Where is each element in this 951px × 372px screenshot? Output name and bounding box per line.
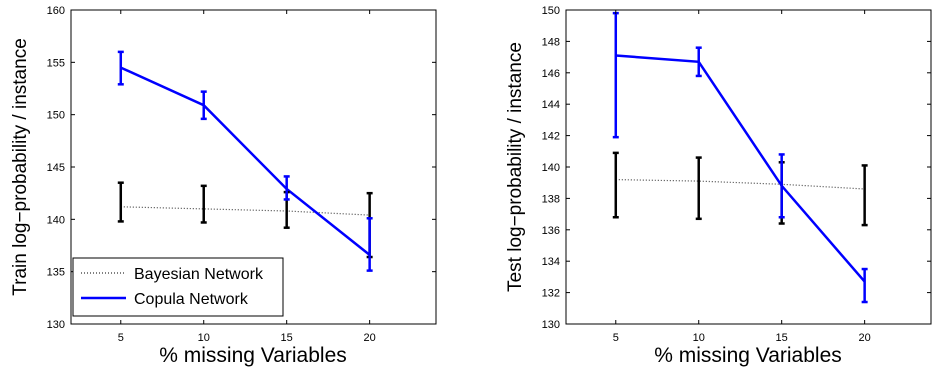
train-copula-network-line <box>120 66 371 256</box>
train-x-tick-label: 5 <box>118 332 124 344</box>
test-y-tick-label: 142 <box>542 131 560 143</box>
test-copula-network-error-bar <box>695 46 702 78</box>
train-y-tick-label: 160 <box>47 5 65 17</box>
test-y-tick-label: 146 <box>542 68 560 80</box>
test-copula-network-error-bar <box>861 267 868 304</box>
train-y-tick-label: 150 <box>47 110 65 122</box>
train-bayesian-network-error-bar <box>200 184 207 224</box>
train-y-tick-label: 140 <box>47 214 65 226</box>
test-bayesian-network-error-bar <box>612 151 619 219</box>
test-y-axis-title: Test log−probability / instance <box>505 42 526 292</box>
train-y-axis-title: Train log−probability / instance <box>10 38 31 296</box>
test-bayesian-network-line <box>615 179 865 190</box>
legend-label-bayesian-network: Bayesian Network <box>134 266 264 283</box>
test-y-tick-label: 150 <box>542 5 560 17</box>
train-x-tick-label: 20 <box>364 332 376 344</box>
train-copula-network-error-bar <box>117 50 124 86</box>
test-y-tick-label: 132 <box>542 288 560 300</box>
train-marks <box>117 50 373 272</box>
train-bayesian-network-line <box>120 206 370 216</box>
test-y-tick-label: 134 <box>542 256 560 268</box>
test-y-tick-label: 148 <box>542 36 560 48</box>
test-y-tick-label: 138 <box>542 193 560 205</box>
test-chart: 130 132 134 136 138 140 142 144 146 148 150 5 10 15 20… <box>505 5 932 367</box>
test-x-tick-label: 10 <box>693 332 705 344</box>
test-marks <box>612 11 868 304</box>
test-y-tick-label: 136 <box>542 225 560 237</box>
test-x-tick-label: 5 <box>613 332 619 344</box>
train-x-tick-label: 15 <box>281 332 293 344</box>
train-copula-network-error-bar <box>366 217 373 272</box>
test-y-tick-label: 130 <box>542 319 560 331</box>
test-bayesian-network-error-bar <box>695 156 702 221</box>
test-plot-area <box>565 9 932 325</box>
train-ticks: 130 135 140 145 150 155 160 5 10 15 20 <box>47 5 436 344</box>
test-x-tick-label: 20 <box>859 332 871 344</box>
test-copula-network-line <box>615 54 866 283</box>
train-chart: 130 135 140 145 150 155 160 5 10 15 20 Train log−p… <box>10 5 437 367</box>
train-y-tick-label: 130 <box>47 319 65 331</box>
test-y-tick-label: 144 <box>542 99 560 111</box>
test-x-tick-label: 15 <box>776 332 788 344</box>
train-bayesian-network-error-bar <box>117 181 124 223</box>
train-copula-network-error-bar <box>200 90 207 121</box>
train-x-axis-title: % missing Variables <box>159 344 347 367</box>
test-ticks: 130 132 134 136 138 140 142 144 146 148 150 5 10 15 20 <box>542 5 931 344</box>
train-y-tick-label: 135 <box>47 267 65 279</box>
train-y-tick-label: 155 <box>47 57 65 69</box>
train-copula-network-error-bar <box>283 175 290 201</box>
test-bayesian-network-error-bar <box>861 164 868 227</box>
test-copula-network-error-bar <box>778 153 785 219</box>
test-y-tick-label: 140 <box>542 162 560 174</box>
train-x-tick-label: 10 <box>198 332 210 344</box>
legend-box <box>72 257 284 317</box>
legend-label-copula-network: Copula Network <box>134 291 249 308</box>
test-x-axis-title: % missing Variables <box>654 344 842 367</box>
train-y-tick-label: 145 <box>47 162 65 174</box>
legend: Bayesian Network Copula Network <box>72 257 284 317</box>
